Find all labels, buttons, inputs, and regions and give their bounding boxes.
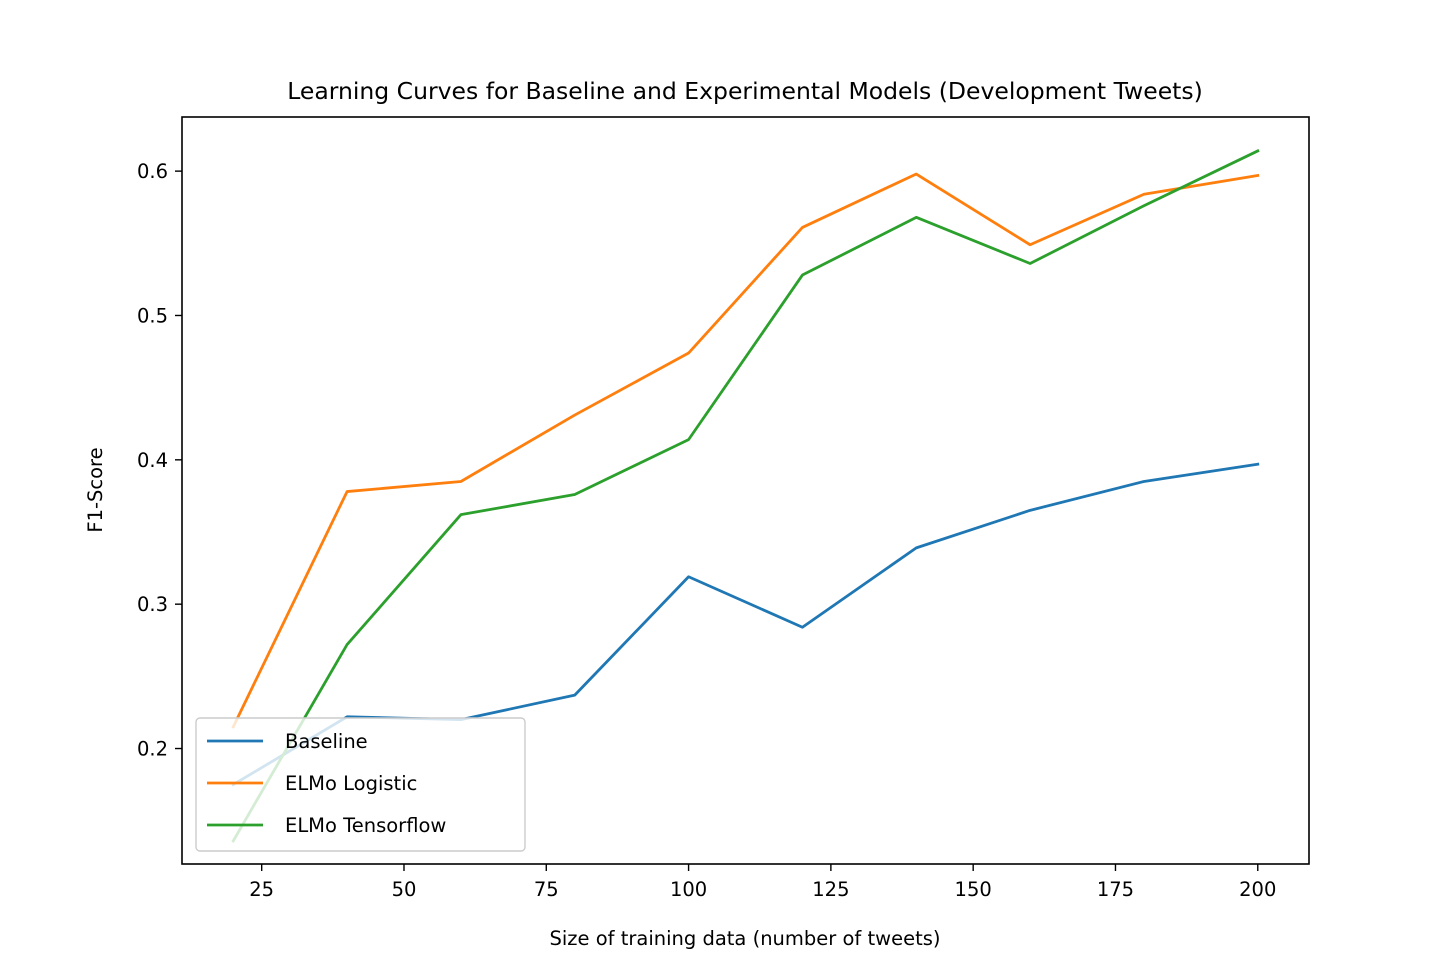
legend-frame bbox=[195, 717, 526, 852]
legend-label-elmo-tensorflow: ELMo Tensorflow bbox=[285, 814, 446, 837]
series-line-elmo-tensorflow bbox=[231, 149, 1260, 843]
x-tick-label: 200 bbox=[1239, 878, 1276, 901]
y-tick-label: 0.6 bbox=[137, 160, 168, 183]
x-tick-label: 25 bbox=[249, 878, 274, 901]
y-axis-label: F1-Score bbox=[84, 447, 107, 532]
series-line-elmo-logistic bbox=[231, 172, 1260, 729]
x-tick-label: 125 bbox=[812, 878, 849, 901]
legend: Baseline ELMo Logistic ELMo Tensorflow bbox=[195, 717, 526, 852]
y-tick-label: 0.4 bbox=[137, 449, 168, 472]
x-tick-label: 150 bbox=[955, 878, 992, 901]
x-tick-label: 75 bbox=[534, 878, 559, 901]
y-axis: 0.2 0.3 0.4 0.5 0.6 bbox=[137, 160, 182, 761]
plot-frame bbox=[181, 116, 1310, 865]
y-tick-label: 0.2 bbox=[137, 738, 168, 761]
x-tick-label: 100 bbox=[670, 878, 707, 901]
y-tick-label: 0.3 bbox=[137, 593, 168, 616]
y-tick-label: 0.5 bbox=[137, 304, 168, 327]
x-axis-label: Size of training data (number of tweets) bbox=[550, 927, 941, 950]
legend-label-elmo-logistic: ELMo Logistic bbox=[285, 772, 417, 795]
x-axis: 25 50 75 100 125 150 175 200 bbox=[249, 864, 1276, 901]
chart-title: Learning Curves for Baseline and Experim… bbox=[287, 77, 1203, 105]
legend-label-baseline: Baseline bbox=[285, 730, 368, 753]
x-tick-label: 50 bbox=[392, 878, 417, 901]
x-tick-label: 175 bbox=[1097, 878, 1134, 901]
